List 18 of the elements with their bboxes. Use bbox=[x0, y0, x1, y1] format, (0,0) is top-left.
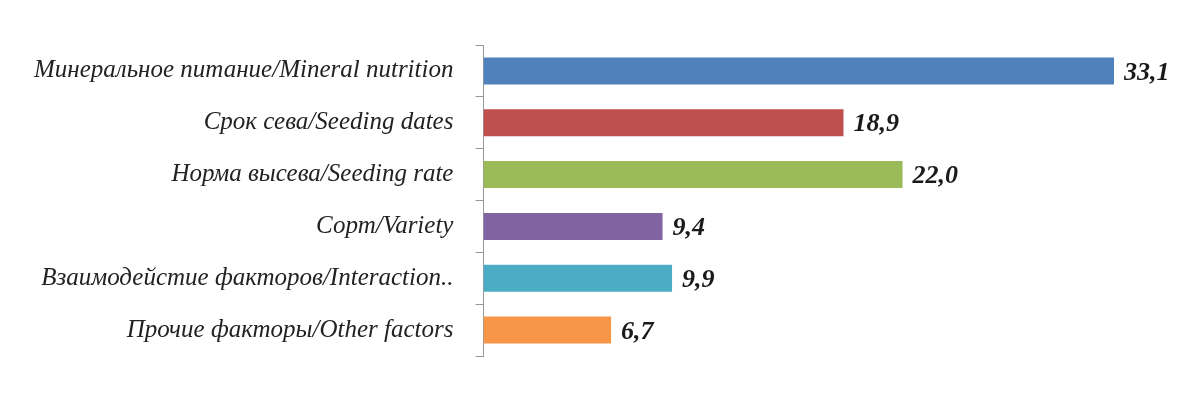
y-tick-label: Взаимодейстие факторов/Interaction.. bbox=[41, 262, 454, 290]
bar bbox=[483, 57, 1114, 85]
data-label: 9,4 bbox=[672, 212, 706, 242]
bar bbox=[483, 316, 612, 344]
data-label: 6,7 bbox=[621, 315, 655, 345]
data-label: 9,9 bbox=[682, 263, 715, 293]
data-label: 33,1 bbox=[1123, 56, 1170, 86]
y-tick-label: Прочие факторы/Other factors bbox=[125, 314, 454, 342]
bar bbox=[483, 109, 844, 137]
data-label: 22,0 bbox=[911, 160, 959, 190]
y-tick-label: Сорт/Variety bbox=[316, 210, 455, 238]
bar bbox=[483, 212, 663, 240]
bar bbox=[483, 161, 903, 189]
y-tick-label: Норма высева/Seeding rate bbox=[170, 159, 454, 187]
y-tick-label: Срок сева/Seeding dates bbox=[203, 107, 454, 135]
y-tick-label: Минеральное питание/Mineral nutrition bbox=[32, 55, 454, 83]
bar bbox=[483, 264, 673, 292]
data-label: 18,9 bbox=[853, 108, 899, 138]
